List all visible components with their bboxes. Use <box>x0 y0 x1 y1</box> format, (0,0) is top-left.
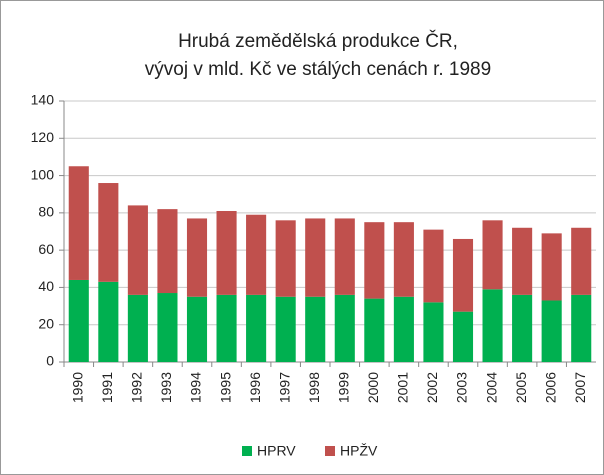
bar-segment <box>216 210 237 295</box>
bar-segment <box>275 220 296 297</box>
x-tick-label: 1995 <box>217 372 233 403</box>
chart-title: vývoj v mld. Kč ve stálých cenách r. 198… <box>145 59 491 80</box>
legend-swatch <box>325 446 335 456</box>
bar-segment <box>68 279 89 362</box>
x-tick-label: 1998 <box>306 372 322 403</box>
y-tick-label: 80 <box>38 204 54 220</box>
bar-segment <box>216 294 237 362</box>
bar-segment <box>571 294 592 362</box>
x-tick-label: 2006 <box>542 372 558 403</box>
bar-segment <box>98 183 119 282</box>
x-tick-label: 1991 <box>99 372 115 403</box>
bar-segment <box>246 294 267 362</box>
x-tick-label: 2005 <box>513 372 529 403</box>
y-tick-label: 20 <box>38 315 54 331</box>
bar-segment <box>364 222 385 299</box>
bar-segment <box>246 214 267 295</box>
bar-segment <box>186 296 208 362</box>
legend-label: HPRV <box>257 443 296 459</box>
x-tick-label: 2004 <box>483 372 499 403</box>
x-tick-label: 1997 <box>276 372 292 403</box>
bar-segment <box>157 209 178 294</box>
bar-segment <box>423 302 444 362</box>
bar-segment <box>305 218 326 297</box>
bar-segment <box>482 220 503 290</box>
x-tick-label: 2003 <box>454 372 470 403</box>
bar-segment <box>452 311 474 362</box>
bar-segment <box>393 296 414 362</box>
bar-segment <box>571 227 592 295</box>
legend-swatch <box>242 446 252 456</box>
x-tick-label: 2001 <box>395 372 411 403</box>
bar-segment <box>127 205 148 295</box>
x-tick-label: 1990 <box>69 372 85 403</box>
y-tick-label: 120 <box>31 129 55 145</box>
bar-segment <box>452 238 474 312</box>
y-tick-label: 100 <box>31 166 55 182</box>
bar-segment <box>68 166 89 280</box>
x-tick-label: 1999 <box>335 372 351 403</box>
x-tick-label: 1992 <box>129 372 145 403</box>
bar-segment <box>305 296 326 362</box>
bar-segment <box>541 300 562 362</box>
x-tick-label: 2002 <box>424 372 440 403</box>
bar-segment <box>482 289 503 362</box>
bar-segment <box>512 294 533 362</box>
chart-title: Hrubá zemědělská produkce ČR, <box>178 30 458 52</box>
bar-segment <box>423 229 444 303</box>
bar-segment <box>334 218 355 295</box>
y-tick-label: 60 <box>38 241 54 257</box>
y-tick-label: 0 <box>46 353 54 369</box>
bar-segment <box>157 293 178 362</box>
bar-segment <box>186 218 208 297</box>
x-tick-label: 2000 <box>365 372 381 403</box>
bar-segment <box>127 294 148 362</box>
legend-label: HPŽV <box>340 443 378 459</box>
x-tick-label: 1993 <box>158 372 174 403</box>
bar-segment <box>334 294 355 362</box>
bar-segment <box>364 298 385 362</box>
y-tick-label: 140 <box>31 92 55 108</box>
x-tick-label: 1994 <box>188 372 204 403</box>
bar-segment <box>275 296 296 362</box>
x-tick-label: 2007 <box>572 372 588 403</box>
bar-segment <box>541 233 562 301</box>
bar-segment <box>393 222 414 297</box>
bar-segment <box>512 227 533 295</box>
y-tick-label: 40 <box>38 278 54 294</box>
x-tick-label: 1996 <box>247 372 263 403</box>
bar-segment <box>98 281 119 362</box>
